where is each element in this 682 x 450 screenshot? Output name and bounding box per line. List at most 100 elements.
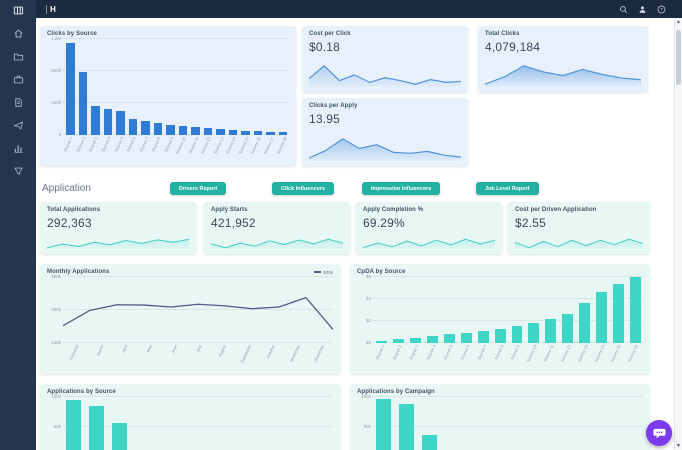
x-axis-labels: Source 1 Source 2 Source 3 Source 4 Source 5… [63, 135, 289, 161]
card-title: Clicks per Apply [309, 103, 358, 109]
kpi-value: 13.95 [309, 112, 341, 126]
x-axis-label: Source 17 [262, 136, 275, 155]
bar [477, 330, 489, 343]
bar-chart-icon[interactable] [13, 143, 24, 154]
total-clicks-card: Total Clicks 4,079,184 [478, 26, 648, 92]
scroll-down-arrow[interactable]: ▼ [676, 443, 681, 449]
briefcase-icon[interactable] [13, 74, 24, 85]
help-icon[interactable]: ? [657, 5, 666, 14]
job-level-report-button[interactable]: Job Level Report [476, 182, 539, 195]
search-icon[interactable] [619, 5, 628, 14]
bar [66, 399, 81, 450]
x-tick: Source 13 [576, 343, 593, 369]
grid-line: $6 [366, 274, 643, 279]
bar-series [376, 397, 641, 450]
app-logo[interactable]: H [46, 4, 56, 14]
scrollbar-thumb[interactable] [676, 30, 681, 85]
svg-text:?: ? [660, 7, 663, 13]
x-tick: Source 9 [508, 343, 525, 369]
home-icon[interactable] [13, 28, 24, 39]
series-line [485, 63, 641, 87]
x-axis-label: Source 4 [100, 136, 112, 153]
grid-line: 1.2M [51, 36, 289, 41]
folder-icon[interactable] [13, 51, 24, 62]
x-axis-label: Source 6 [459, 344, 471, 361]
chart-plot [47, 238, 189, 249]
columns-icon[interactable] [13, 5, 24, 16]
user-icon[interactable] [638, 5, 647, 14]
series-line [63, 277, 333, 343]
x-axis-label: Source 13 [212, 136, 225, 155]
x-tick: Source 6 [125, 135, 139, 161]
bar [443, 334, 455, 343]
cost-per-click-sparkline [309, 63, 461, 87]
y-axis-label: 50k [363, 424, 371, 429]
x-axis-label: Source 7 [137, 136, 150, 153]
bar [89, 406, 104, 450]
grid-line: 400k [51, 100, 289, 105]
x-axis-label: Source 7 [475, 344, 488, 361]
bar-series [376, 277, 641, 343]
dashboard-content: Clicks by Source 0 400k 800k 1.2M Source 1 So… [36, 18, 674, 450]
x-axis-label: Source 11 [187, 136, 200, 155]
x-tick: Source 12 [559, 343, 576, 369]
bar [191, 127, 200, 135]
chat-button[interactable] [646, 420, 672, 446]
card-title: Applications by Campaign [357, 389, 435, 395]
grid-line: 50k [364, 424, 643, 429]
x-tick: Source 2 [390, 343, 407, 369]
impression-influencers-button[interactable]: Impression Influencers [362, 182, 441, 195]
x-tick: May [137, 343, 162, 369]
grid-line: 100k [361, 394, 643, 399]
bar [562, 314, 574, 343]
x-tick: February [63, 343, 88, 369]
bar [91, 105, 100, 135]
x-tick: Source 13 [212, 135, 227, 161]
x-tick: Source 10 [175, 135, 189, 161]
x-tick: Source 4 [100, 135, 114, 161]
y-axis-label: 400k [51, 100, 61, 105]
x-axis-label: December [312, 344, 326, 363]
document-icon[interactable] [13, 97, 24, 108]
x-axis-label: Source 8 [150, 136, 162, 153]
grid-line: 800k [51, 68, 289, 73]
bar [409, 337, 421, 343]
click-influencers-button[interactable]: Click Influencers [272, 182, 335, 195]
scroll-up-arrow[interactable]: ▲ [676, 19, 681, 25]
x-axis-label: Source 12 [199, 136, 213, 155]
grid-line: 50k [54, 424, 333, 429]
cost-per-click-card: Cost per Click $0.18 [302, 26, 468, 92]
filter-icon[interactable] [13, 166, 24, 177]
grid-line: $0 [366, 340, 643, 345]
x-tick: Source 3 [407, 343, 424, 369]
y-axis-label: $6 [365, 274, 371, 279]
series-line [309, 63, 461, 87]
x-axis-label: Source 2 [391, 344, 403, 361]
x-tick: December [308, 343, 333, 369]
card-title: Applications by Source [47, 389, 116, 395]
x-tick: Source 5 [441, 343, 458, 369]
x-axis-label: March [95, 344, 105, 357]
x-tick: July [186, 343, 211, 369]
x-axis-label: Source 16 [250, 136, 263, 155]
x-axis-label: July [195, 344, 203, 353]
x-tick: Source 9 [163, 135, 177, 161]
bar [241, 130, 250, 135]
bar [278, 132, 287, 135]
clicks-per-apply-sparkline [309, 136, 461, 161]
kpi-value: $2.55 [515, 216, 547, 230]
x-axis-label: Source 12 [559, 344, 572, 363]
apply-starts-sparkline [211, 238, 343, 249]
vertical-scrollbar[interactable]: ▲ ▼ [674, 18, 682, 450]
x-tick: November [284, 343, 309, 369]
bar [376, 399, 391, 450]
bar [494, 328, 506, 343]
drivers-report-button[interactable]: Drivers Report [170, 182, 227, 195]
x-axis-label: Source 2 [75, 136, 87, 153]
y-axis-label: 100k [51, 394, 61, 399]
y-axis-label: $0 [365, 340, 371, 345]
bar-series [66, 397, 331, 450]
x-axis-label: Source 14 [593, 344, 606, 363]
chart-plot [211, 238, 343, 249]
send-icon[interactable] [13, 120, 24, 131]
